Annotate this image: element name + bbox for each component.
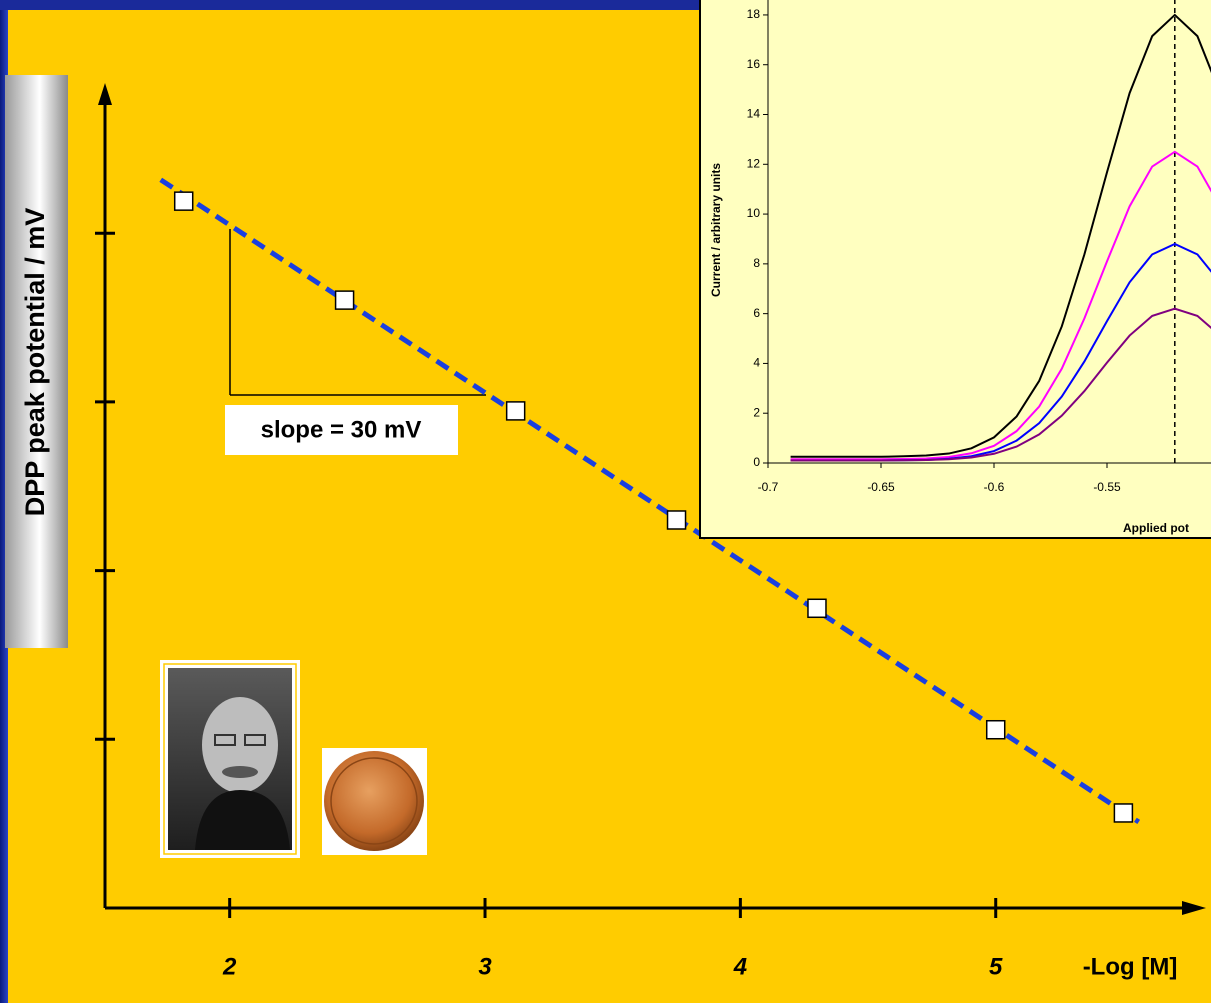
medal — [322, 748, 427, 855]
x-axis-title: -Log [M] — [1083, 953, 1178, 980]
data-point — [175, 192, 193, 210]
x-tick-label: -0.6 — [984, 480, 1005, 494]
y-tick-label: 8 — [753, 256, 760, 270]
y-axis-title: DPP peak potential / mV — [20, 208, 50, 517]
data-point — [668, 511, 686, 529]
portrait — [160, 660, 300, 858]
y-tick-label: 2 — [753, 405, 760, 419]
data-point — [808, 599, 826, 617]
data-point — [1114, 804, 1132, 822]
y-tick-label: 14 — [747, 107, 761, 121]
data-point — [507, 402, 525, 420]
x-tick-label: 3 — [478, 953, 492, 980]
x-tick-label: 4 — [733, 953, 747, 980]
y-tick-label: 16 — [747, 57, 761, 71]
y-tick-label: 6 — [753, 306, 760, 320]
y-tick-label: 4 — [753, 356, 760, 370]
x-tick-label: -0.55 — [1093, 480, 1121, 494]
inset-chart: 0 2 4 6 8 10 12 14 16 18 -0.7 -0.65 -0.6 -0.55 Current… — [700, 0, 1211, 538]
y-axis-title: Current / arbitrary units — [709, 163, 723, 297]
annotation: slope = 30 mV — [261, 416, 422, 443]
x-tick-label: 2 — [222, 953, 237, 980]
y-tick-label: 18 — [747, 7, 761, 21]
y-tick-label: 10 — [747, 206, 761, 220]
x-tick-label: 5 — [989, 953, 1003, 980]
data-point — [987, 721, 1005, 739]
x-tick-label: -0.65 — [867, 480, 895, 494]
y-tick-label: 12 — [747, 156, 761, 170]
y-tick-label: 0 — [753, 455, 760, 469]
x-tick-label: -0.7 — [758, 480, 779, 494]
data-point — [336, 291, 354, 309]
x-axis-title: Applied pot — [1123, 521, 1189, 535]
slide: DPP peak potential / mV slope = 30 mV 2 3… — [0, 0, 1211, 1003]
